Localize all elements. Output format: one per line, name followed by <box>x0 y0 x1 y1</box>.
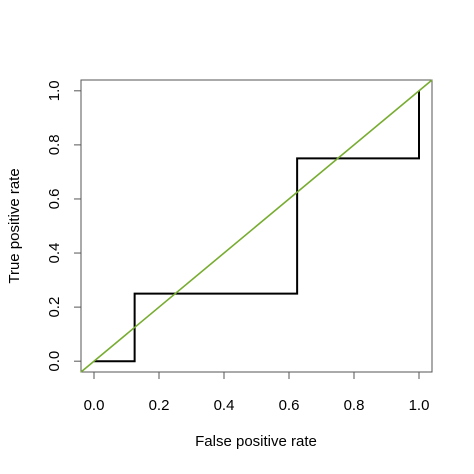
y-tick-label: 0.6 <box>46 189 63 210</box>
reference-diagonal-line <box>80 79 433 373</box>
series-layer <box>80 79 433 373</box>
x-tick-label: 1.0 <box>409 397 430 414</box>
roc-curve-line <box>94 90 420 363</box>
x-axis-label: False positive rate <box>195 433 317 450</box>
x-tick-label: 0.2 <box>149 397 170 414</box>
y-tick-label: 0.4 <box>46 243 63 264</box>
y-axis: 0.0 0.2 0.4 0.6 0.8 1.0 <box>46 80 82 372</box>
y-tick-label: 0.8 <box>46 134 63 155</box>
x-axis: 0.0 0.2 0.4 0.6 0.8 1.0 <box>84 371 430 414</box>
y-tick-label: 1.0 <box>46 80 63 101</box>
x-tick-label: 0.0 <box>84 397 105 414</box>
x-tick-label: 0.6 <box>279 397 300 414</box>
y-tick-label: 0.0 <box>46 351 63 372</box>
y-tick-label: 0.2 <box>46 297 63 318</box>
x-tick-label: 0.8 <box>344 397 365 414</box>
x-tick-label: 0.4 <box>214 397 235 414</box>
y-axis-label: True positive rate <box>6 168 23 283</box>
